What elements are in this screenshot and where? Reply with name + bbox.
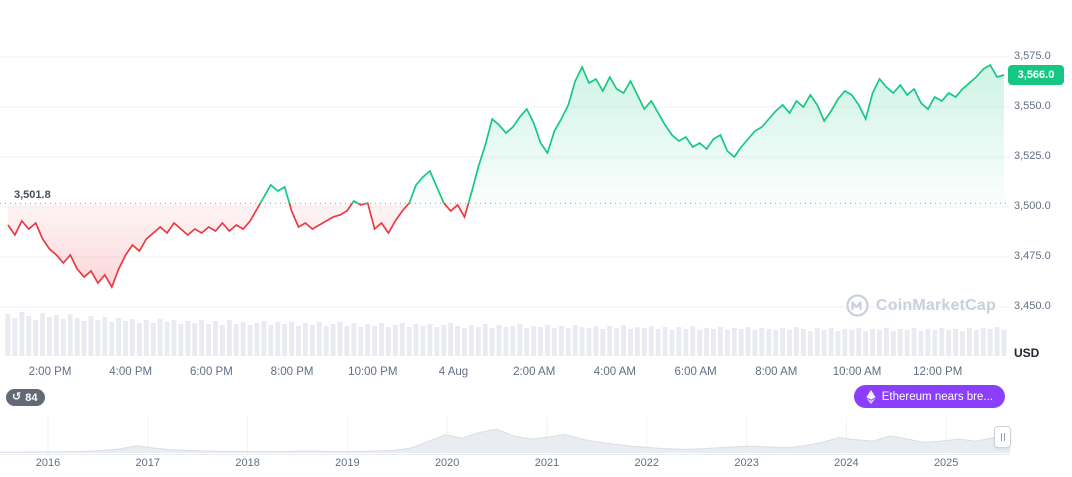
ethereum-icon [866, 389, 876, 404]
history-icon: ↺ [12, 391, 22, 403]
x-axis-label: 2:00 AM [513, 366, 556, 378]
year-label: 2016 [35, 457, 61, 469]
year-label: 2022 [634, 457, 660, 469]
x-axis-label: 4:00 PM [109, 366, 153, 378]
x-axis-label: 2:00 PM [28, 366, 72, 378]
year-label: 2024 [834, 457, 859, 469]
year-axis: 2016 2017 2018 2019 2020 2021 2022 2023 2024 2025 [0, 457, 1010, 473]
year-label: 2021 [534, 457, 560, 469]
x-axis-label: 12:00 PM [913, 366, 963, 378]
x-axis-label: 6:00 PM [189, 366, 233, 378]
baseline-price-label: 3,501.8 [12, 189, 53, 201]
y-axis-label: 3,450.0 [1014, 300, 1051, 312]
y-axis-label: 3,525.0 [1014, 150, 1051, 162]
history-count: 84 [25, 391, 38, 404]
year-label: 2023 [734, 457, 759, 469]
year-label: 2017 [135, 457, 161, 469]
x-axis-label: 8:00 PM [270, 366, 314, 378]
navigator-handle[interactable] [994, 426, 1011, 448]
price-chart-plot[interactable]: 3,501.8 CoinMarketCap [0, 0, 1010, 360]
y-axis-label: 3,575.0 [1014, 50, 1051, 62]
year-label: 2025 [933, 457, 959, 469]
main-chart-svg [0, 56, 1010, 356]
x-axis-label: 8:00 AM [755, 366, 798, 378]
navigator-svg [0, 417, 1010, 455]
x-axis-label: 4 Aug [438, 366, 469, 378]
x-axis-label: 6:00 AM [674, 366, 717, 378]
watermark: CoinMarketCap [846, 294, 996, 317]
x-axis-label: 4:00 AM [593, 366, 636, 378]
year-label: 2018 [235, 457, 260, 469]
watermark-text: CoinMarketCap [876, 296, 996, 314]
y-axis-label: 3,475.0 [1014, 250, 1051, 262]
x-axis-label: 10:00 PM [348, 366, 398, 378]
time-axis: 2:00 PM 4:00 PM 6:00 PM 8:00 PM 10:00 PM 4 Au… [0, 366, 1010, 382]
y-axis-label: 3,500.0 [1014, 200, 1051, 212]
year-label: 2020 [434, 457, 460, 469]
news-badge[interactable]: Ethereum nears bre... [853, 385, 1005, 408]
news-label: Ethereum nears bre... [881, 390, 993, 403]
year-label: 2019 [335, 457, 360, 469]
x-axis-label: 10:00 AM [832, 366, 882, 378]
y-axis-label: 3,550.0 [1014, 100, 1051, 112]
history-badge[interactable]: ↺ 84 [6, 389, 46, 406]
coinmarketcap-logo-icon [846, 294, 869, 317]
timeline-navigator[interactable] [0, 417, 1011, 455]
currency-unit-label: USD [1014, 346, 1040, 360]
last-price-badge: 3,566.0 [1008, 65, 1064, 85]
price-axis: 3,575.0 3,550.0 3,525.0 3,500.0 3,475.0 3,450… [1014, 0, 1072, 360]
